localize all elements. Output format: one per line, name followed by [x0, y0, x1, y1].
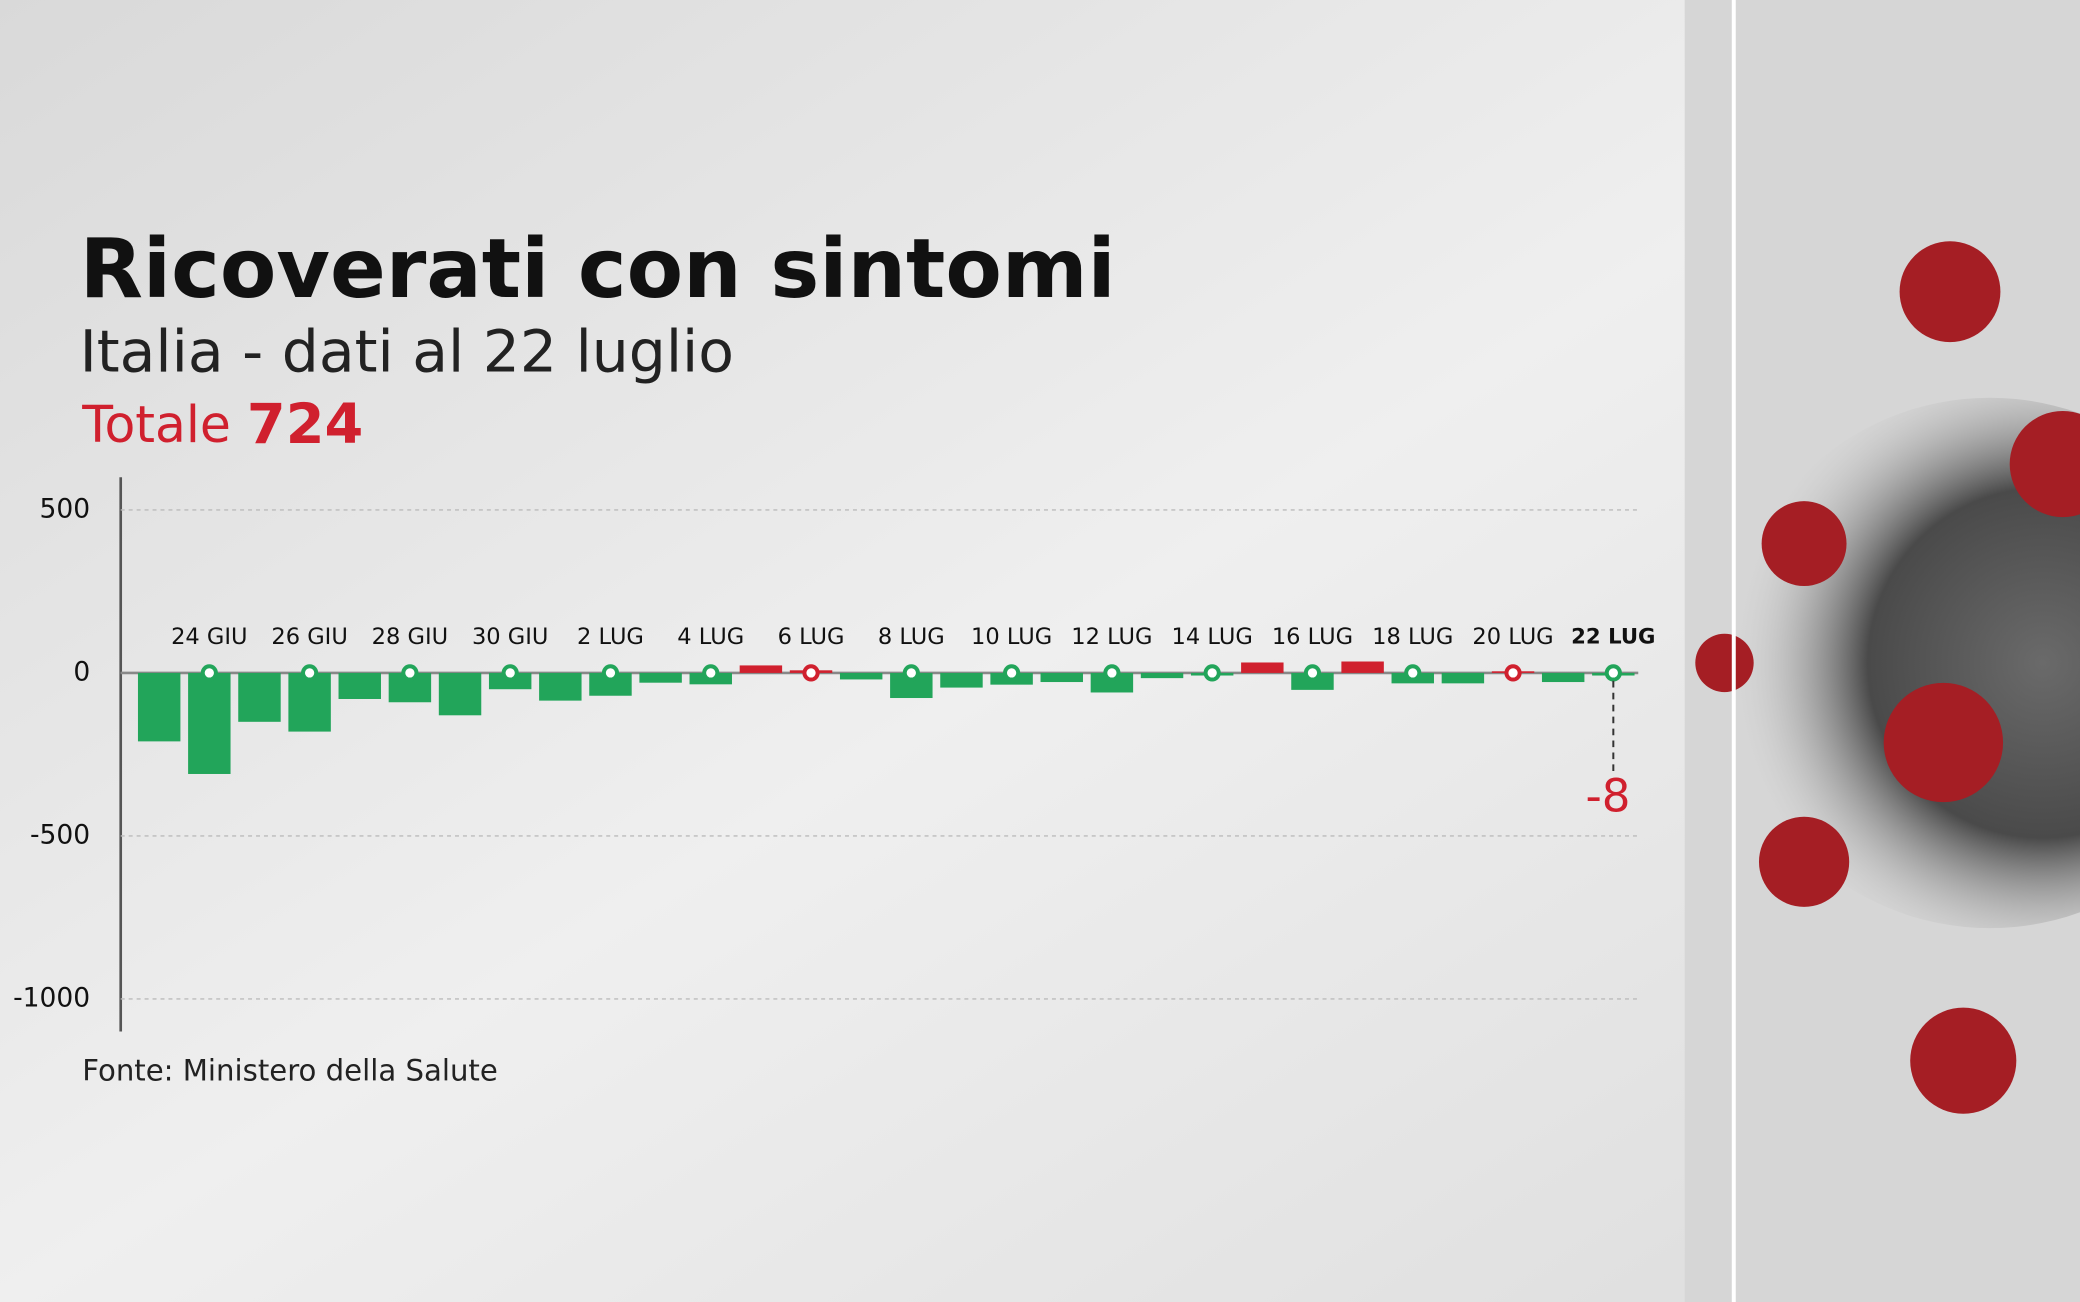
bar: [137, 672, 181, 742]
y-tick-label: 500: [40, 493, 91, 524]
chart-title: Ricoverati con sintomi: [80, 222, 1116, 317]
date-marker: [1203, 664, 1221, 682]
x-tick-label: 22 LUG: [1571, 625, 1655, 650]
y-tick-label: -500: [30, 819, 90, 850]
date-marker: [1604, 664, 1622, 682]
x-tick-label: 6 LUG: [778, 624, 845, 650]
source: Fonte: Ministero della Salute: [82, 1054, 498, 1088]
y-tick-label: -1000: [13, 982, 90, 1013]
bar: [1341, 661, 1384, 673]
x-tick-label: 30 GIU: [472, 624, 548, 650]
total-value: 724: [247, 392, 363, 457]
x-tick-label: 26 GIU: [271, 624, 347, 650]
bar: [1441, 672, 1485, 684]
date-marker: [1504, 664, 1522, 682]
date-marker: [1303, 664, 1322, 682]
bar: [589, 672, 632, 696]
date-marker: [601, 664, 620, 682]
total: Totale 724: [81, 392, 363, 457]
value-label: -8: [1586, 770, 1631, 823]
bar: [1090, 672, 1134, 693]
bar: [1541, 672, 1585, 683]
bar: [288, 672, 331, 732]
bar: [1040, 672, 1083, 683]
x-tick-label: 16 LUG: [1272, 624, 1353, 650]
subtitle: Italia - dati al 22 luglio: [80, 317, 734, 385]
x-tick-label: 24 GIU: [171, 624, 247, 650]
date-marker: [1103, 664, 1121, 682]
date-marker: [200, 664, 218, 682]
bar: [539, 672, 582, 701]
x-tick-label: 12 LUG: [1071, 624, 1152, 650]
bar: [438, 672, 482, 716]
virus-spikes: [1695, 241, 2080, 1114]
bar: [639, 672, 682, 683]
date-marker: [1404, 664, 1422, 682]
date-marker: [702, 664, 720, 682]
date-marker: [401, 664, 419, 682]
x-tick-label: 14 LUG: [1172, 624, 1253, 650]
x-tick-label: 4 LUG: [677, 624, 744, 650]
date-marker: [300, 664, 319, 682]
bar: [188, 672, 231, 774]
bar: [1140, 672, 1184, 679]
total-label: Totale: [81, 395, 231, 454]
date-marker: [902, 664, 920, 682]
date-marker: [501, 664, 519, 682]
date-marker: [802, 664, 820, 682]
x-tick-label: 10 LUG: [971, 624, 1052, 650]
bar: [839, 672, 883, 680]
x-tick-label: 28 GIU: [372, 624, 448, 650]
x-tick-label: 18 LUG: [1372, 624, 1453, 650]
x-tick-label: 20 LUG: [1472, 624, 1553, 650]
x-tick-label: 2 LUG: [577, 624, 644, 650]
bar: [1241, 662, 1284, 673]
bar: [238, 672, 281, 722]
y-tick-label: 0: [73, 656, 90, 687]
bar: [739, 665, 783, 673]
x-tick-label: 8 LUG: [878, 624, 945, 650]
date-marker: [1002, 664, 1021, 682]
bar: [338, 672, 381, 699]
bar: [940, 672, 983, 688]
